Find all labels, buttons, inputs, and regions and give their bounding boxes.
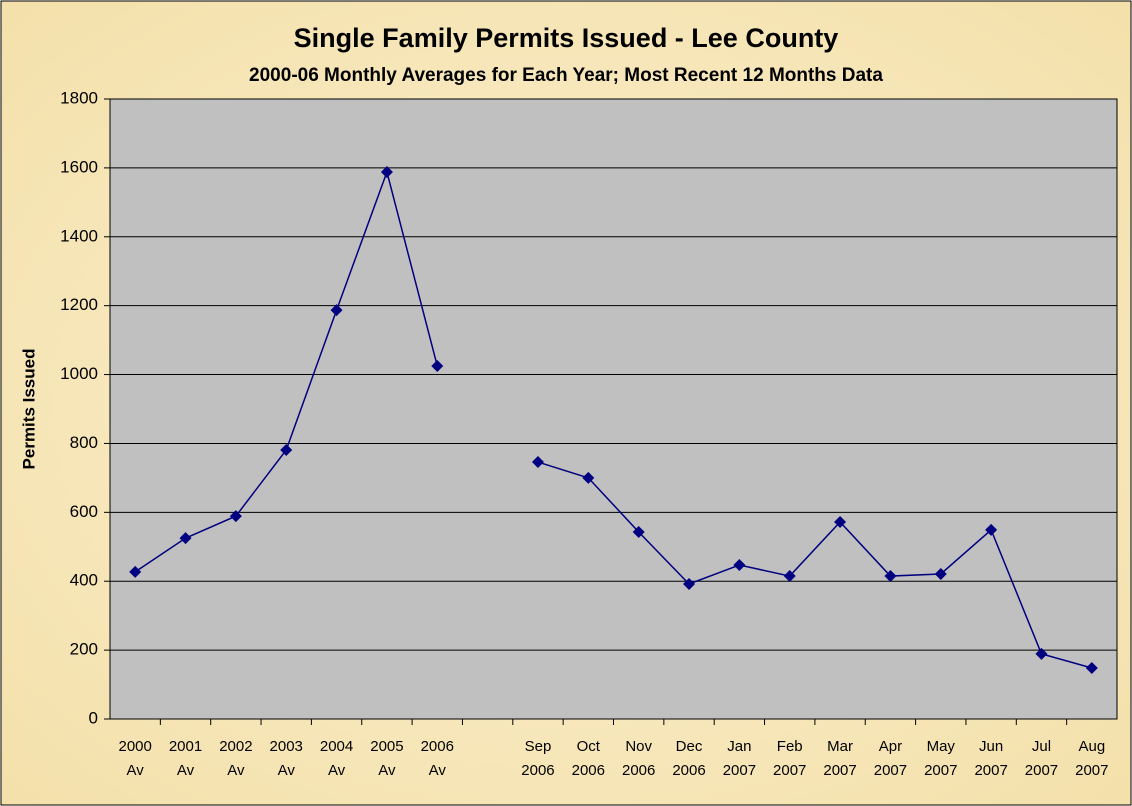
x-tick-label: Sep 2006 xyxy=(521,738,554,779)
x-tick-label: Jun 2007 xyxy=(974,738,1007,779)
data-point xyxy=(1085,662,1098,675)
data-point xyxy=(733,559,746,572)
data-point xyxy=(330,304,343,317)
y-tick-label: 400 xyxy=(70,571,98,590)
y-tick-label: 1600 xyxy=(60,157,98,176)
data-point xyxy=(632,525,645,538)
x-tick-label: Aug 2007 xyxy=(1075,738,1108,779)
x-tick-label: Mar 2007 xyxy=(823,738,856,779)
x-tick-label: Oct 2006 xyxy=(572,738,605,779)
data-point xyxy=(229,510,242,523)
y-axis-label: Permits Issued xyxy=(19,349,38,470)
y-tick-label: 0 xyxy=(89,708,98,727)
data-point xyxy=(985,523,998,536)
x-tick-label: 2002 Av xyxy=(219,738,252,779)
x-tick-label: 2001 Av xyxy=(169,738,202,779)
y-tick-label: 1200 xyxy=(60,295,98,314)
data-point xyxy=(129,565,142,578)
data-point xyxy=(783,570,796,583)
x-tick-label: 2005 Av xyxy=(370,738,403,779)
x-tick-label: 2006 Av xyxy=(421,738,454,779)
data-point xyxy=(1035,647,1048,660)
data-point xyxy=(380,166,393,179)
data-point xyxy=(934,567,947,580)
x-tick-label: Feb 2007 xyxy=(773,738,806,779)
x-tick-label: 2000 Av xyxy=(118,738,151,779)
x-tick-label: Jul 2007 xyxy=(1025,738,1058,779)
data-point xyxy=(280,443,293,456)
y-tick-label: 1800 xyxy=(60,88,98,107)
x-tick-label: May 2007 xyxy=(924,738,957,779)
y-tick-label: 600 xyxy=(70,502,98,521)
x-tick-label: Apr 2007 xyxy=(874,738,907,779)
x-tick-label: 2003 Av xyxy=(270,738,303,779)
plot-area xyxy=(109,98,1118,720)
x-tick-label: Dec 2006 xyxy=(672,738,705,779)
y-tick-label: 1400 xyxy=(60,226,98,245)
data-point xyxy=(531,456,544,469)
y-tick-label: 800 xyxy=(70,433,98,452)
x-tick-label: Nov 2006 xyxy=(622,738,655,779)
data-point xyxy=(884,570,897,583)
x-tick-label: Jan 2007 xyxy=(723,738,756,779)
y-tick-label: 1000 xyxy=(60,364,98,383)
data-point xyxy=(834,515,847,528)
chart-subtitle: 2000-06 Monthly Averages for Each Year; … xyxy=(249,65,883,86)
y-tick-label: 200 xyxy=(70,640,98,659)
data-point xyxy=(179,532,192,545)
data-point xyxy=(683,577,696,590)
data-point xyxy=(431,359,444,372)
chart-title: Single Family Permits Issued - Lee Count… xyxy=(294,23,839,53)
x-tick-label: 2004 Av xyxy=(320,738,353,779)
data-point xyxy=(582,471,595,484)
